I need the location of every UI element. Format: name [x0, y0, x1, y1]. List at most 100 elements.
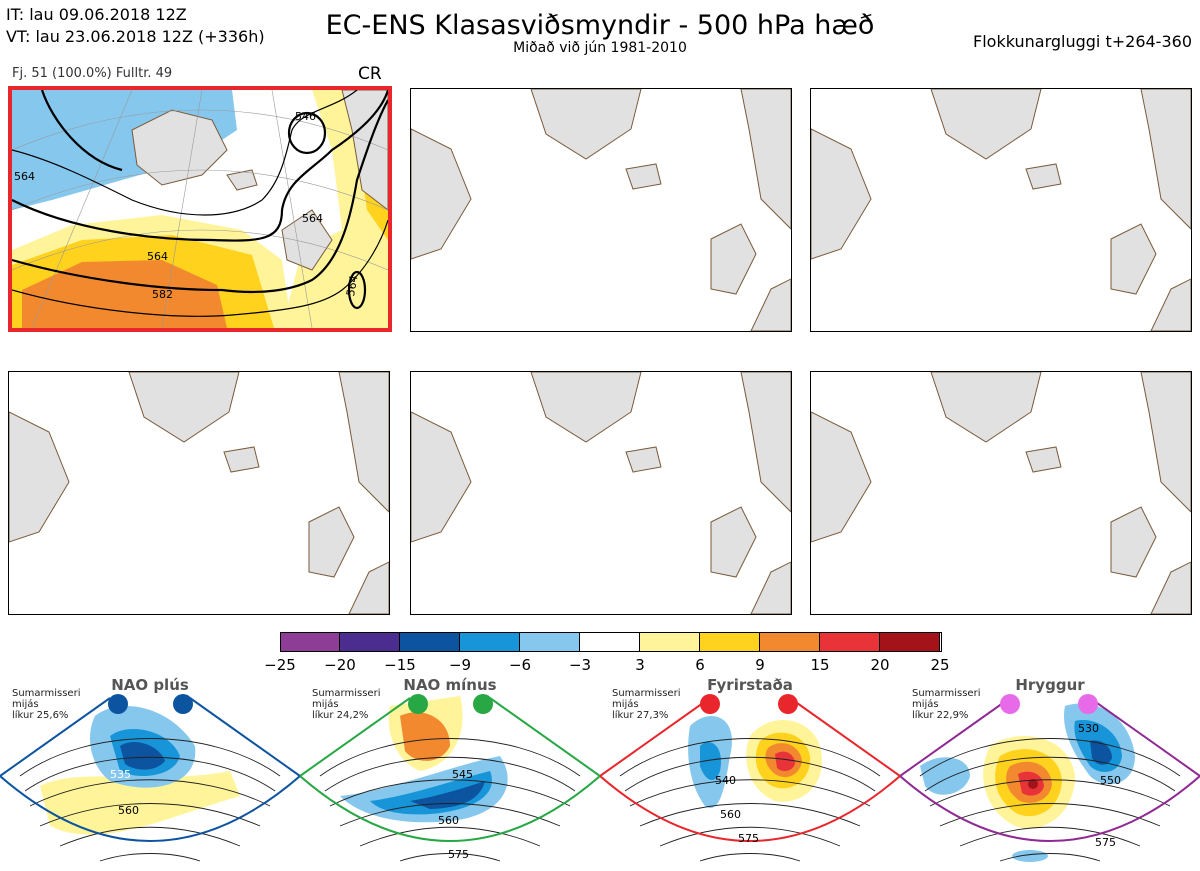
contour-label: 564 — [344, 274, 360, 297]
land-mass — [223, 446, 260, 473]
regime-marker — [173, 694, 193, 714]
regime-contour-label: 575 — [1095, 836, 1116, 849]
cluster-meta: Fj. 51 (100.0%) Fulltr. 49 — [12, 66, 173, 81]
regime-note: Sumarmisseri mijás líkur 27,3% — [612, 688, 680, 721]
land-mass — [625, 446, 662, 473]
regime-field: mijás — [612, 699, 639, 710]
cluster-regime-code: CR — [358, 64, 382, 84]
colorbar-tick-label: −6 — [508, 656, 532, 674]
land-mass — [1110, 506, 1157, 578]
colorbar-segment — [760, 632, 820, 652]
valid-time: VT: lau 23.06.2018 12Z (+336h) — [6, 27, 265, 46]
regime-season: Sumarmisseri — [312, 688, 381, 699]
land-mass — [128, 372, 240, 443]
regime-contour-label: 560 — [118, 804, 139, 817]
regime-nao-minus[interactable]: 545 560 575 NAO mínus Sumarmisseri mijás… — [300, 676, 600, 871]
cluster-panel-6[interactable] — [810, 371, 1192, 615]
land-mass — [411, 128, 472, 260]
regime-title: Hryggur — [1015, 676, 1085, 694]
regime-note: Sumarmisseri mijás líkur 25,6% — [12, 688, 80, 721]
regime-prob: líkur 24,2% — [312, 710, 369, 721]
colorbar-tick-label: −9 — [448, 656, 472, 674]
contour-label: 564 — [14, 170, 35, 183]
classification-window: Flokkunargluggi t+264-360 — [973, 32, 1192, 51]
colorbar-tick-label: 25 — [930, 656, 950, 674]
regime-map: 545 560 575 — [300, 694, 600, 871]
land-mass — [625, 163, 662, 190]
regime-contour-label: 560 — [720, 808, 741, 821]
cluster-panel-5[interactable] — [410, 371, 792, 615]
regime-marker — [408, 694, 428, 714]
regime-contour-label: 575 — [738, 832, 759, 845]
regime-ridge[interactable]: 530 550 575 Hryggur Sumarmisseri mijás l… — [900, 676, 1200, 871]
colorbar-segment — [520, 632, 580, 652]
cluster-panel-4[interactable] — [8, 371, 390, 615]
land-mass — [710, 506, 757, 578]
regime-prob: líkur 22,9% — [912, 710, 969, 721]
regime-title: Fyrirstaða — [707, 676, 793, 694]
land-mass — [930, 89, 1042, 160]
colorbar-tick-label: −15 — [384, 656, 416, 674]
land-mass — [308, 506, 355, 578]
regime-field: mijás — [912, 699, 939, 710]
colorbar-tick-label: −20 — [324, 656, 356, 674]
regime-marker — [700, 694, 720, 714]
colorbar-segment — [400, 632, 460, 652]
land-mass — [750, 278, 791, 331]
colorbar-segment — [880, 632, 940, 652]
regime-contour-label: 560 — [438, 814, 459, 827]
land-mass — [1025, 446, 1062, 473]
regime-note: Sumarmisseri mijás líkur 24,2% — [312, 688, 380, 721]
colorbar-tick-label: 20 — [870, 656, 890, 674]
cluster-panel-3[interactable] — [810, 88, 1192, 332]
land-mass — [1140, 89, 1191, 230]
colorbar-segment — [820, 632, 880, 652]
colorbar-segment — [280, 632, 340, 652]
land-mass — [750, 561, 791, 614]
land-mass — [348, 561, 389, 614]
regime-marker — [1078, 694, 1098, 714]
colorbar-segment — [460, 632, 520, 652]
regime-contour-label: 545 — [452, 768, 473, 781]
page-title: EC-ENS Klasasviðsmyndir - 500 hPa hæð — [325, 10, 875, 41]
colorbar-tick-label: −25 — [264, 656, 296, 674]
regime-field: mijás — [312, 699, 339, 710]
regime-title: NAO mínus — [403, 676, 497, 694]
regime-map: 540 560 575 — [600, 694, 900, 871]
regime-marker — [473, 694, 493, 714]
colorbar-segment — [340, 632, 400, 652]
regime-map: 530 550 575 — [900, 694, 1200, 871]
colorbar-tick-label: 15 — [810, 656, 830, 674]
contour-label: 564 — [302, 212, 323, 225]
contour-label: 564 — [147, 250, 168, 263]
empty-map-2 — [411, 89, 791, 331]
land-mass — [740, 372, 791, 513]
colorbar-tick-label: 9 — [755, 656, 765, 674]
regime-contour-label: 540 — [715, 774, 736, 787]
colorbar-segment — [700, 632, 760, 652]
land-mass — [811, 411, 872, 543]
land-mass — [9, 411, 70, 543]
land-mass — [1150, 278, 1191, 331]
land-mass — [530, 89, 642, 160]
cluster-panel-2[interactable] — [410, 88, 792, 332]
colorbar-frame — [280, 632, 942, 652]
land-mass — [1150, 561, 1191, 614]
land-mass — [1025, 163, 1062, 190]
empty-map-3 — [811, 89, 1191, 331]
regime-season: Sumarmisseri — [12, 688, 81, 699]
cluster-panel-1[interactable]: 546 564 564 564 582 564 — [8, 86, 392, 332]
regime-note: Sumarmisseri mijás líkur 22,9% — [912, 688, 980, 721]
colorbar-segment — [640, 632, 700, 652]
empty-map-5 — [411, 372, 791, 614]
regime-season: Sumarmisseri — [612, 688, 681, 699]
cluster-1-map: 546 564 564 564 582 564 — [12, 90, 388, 328]
colorbar-tick-label: −3 — [568, 656, 592, 674]
regime-season: Sumarmisseri — [912, 688, 981, 699]
regime-nao-plus[interactable]: 535 560 NAO plús Sumarmisseri mijás líku… — [0, 676, 300, 871]
regime-blocking[interactable]: 540 560 575 Fyrirstaða Sumarmisseri mijá… — [600, 676, 900, 871]
regime-contour-label: 530 — [1078, 722, 1099, 735]
regime-field: mijás — [12, 699, 39, 710]
regime-title: NAO plús — [111, 676, 189, 694]
land-mass — [1110, 223, 1157, 295]
